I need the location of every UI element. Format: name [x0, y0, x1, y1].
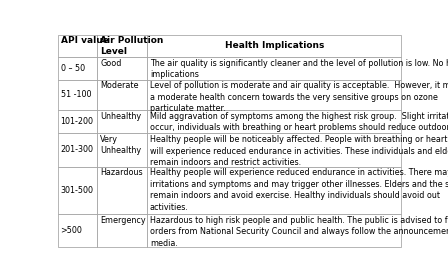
Text: Air Pollution
Level: Air Pollution Level	[100, 36, 164, 56]
Bar	[97, 133, 147, 167]
Bar	[97, 57, 147, 80]
Bar	[97, 167, 147, 214]
Text: Very
Unhealthy: Very Unhealthy	[100, 135, 141, 155]
Text: Emergency: Emergency	[100, 216, 146, 225]
Bar	[58, 57, 97, 80]
Bar	[147, 167, 401, 214]
Bar	[147, 110, 401, 133]
Text: 101-200: 101-200	[60, 117, 94, 126]
Text: Health Implications: Health Implications	[224, 41, 324, 50]
Bar	[97, 80, 147, 110]
Bar	[58, 214, 97, 247]
Bar	[147, 80, 401, 110]
Bar	[147, 35, 401, 57]
Bar	[147, 133, 401, 167]
Bar	[58, 167, 97, 214]
Bar	[58, 80, 97, 110]
Text: 201-300: 201-300	[60, 145, 94, 155]
Text: Level of pollution is moderate and air quality is acceptable.  However, it may c: Level of pollution is moderate and air q…	[150, 81, 448, 113]
Text: Good: Good	[100, 59, 121, 68]
Text: 0 – 50: 0 – 50	[60, 64, 85, 73]
Bar	[97, 214, 147, 247]
Bar	[147, 57, 401, 80]
Text: The air quality is significantly cleaner and the level of pollution is low. No h: The air quality is significantly cleaner…	[150, 59, 448, 79]
Bar	[58, 35, 97, 57]
Bar	[147, 214, 401, 247]
Text: Healthy people will experience reduced endurance in activities. There may be st
: Healthy people will experience reduced e…	[150, 168, 448, 212]
Text: Hazardous to high risk people and public health. The public is advised to fo
ord: Hazardous to high risk people and public…	[150, 216, 448, 247]
Text: 301-500: 301-500	[60, 186, 94, 195]
Text: Hazardous: Hazardous	[100, 168, 142, 177]
Text: 51 -100: 51 -100	[60, 90, 91, 99]
Text: Healthy people will be noticeably affected. People with breathing or heart probl: Healthy people will be noticeably affect…	[150, 135, 448, 167]
Bar	[58, 133, 97, 167]
Text: Mild aggravation of symptoms among the highest risk group.  Slight irritations m: Mild aggravation of symptoms among the h…	[150, 112, 448, 133]
Text: >500: >500	[60, 226, 82, 235]
Text: Unhealthy: Unhealthy	[100, 112, 141, 121]
Bar	[97, 110, 147, 133]
Bar	[97, 35, 147, 57]
Text: API value: API value	[60, 36, 108, 45]
Text: Moderate: Moderate	[100, 81, 138, 90]
Bar	[58, 110, 97, 133]
